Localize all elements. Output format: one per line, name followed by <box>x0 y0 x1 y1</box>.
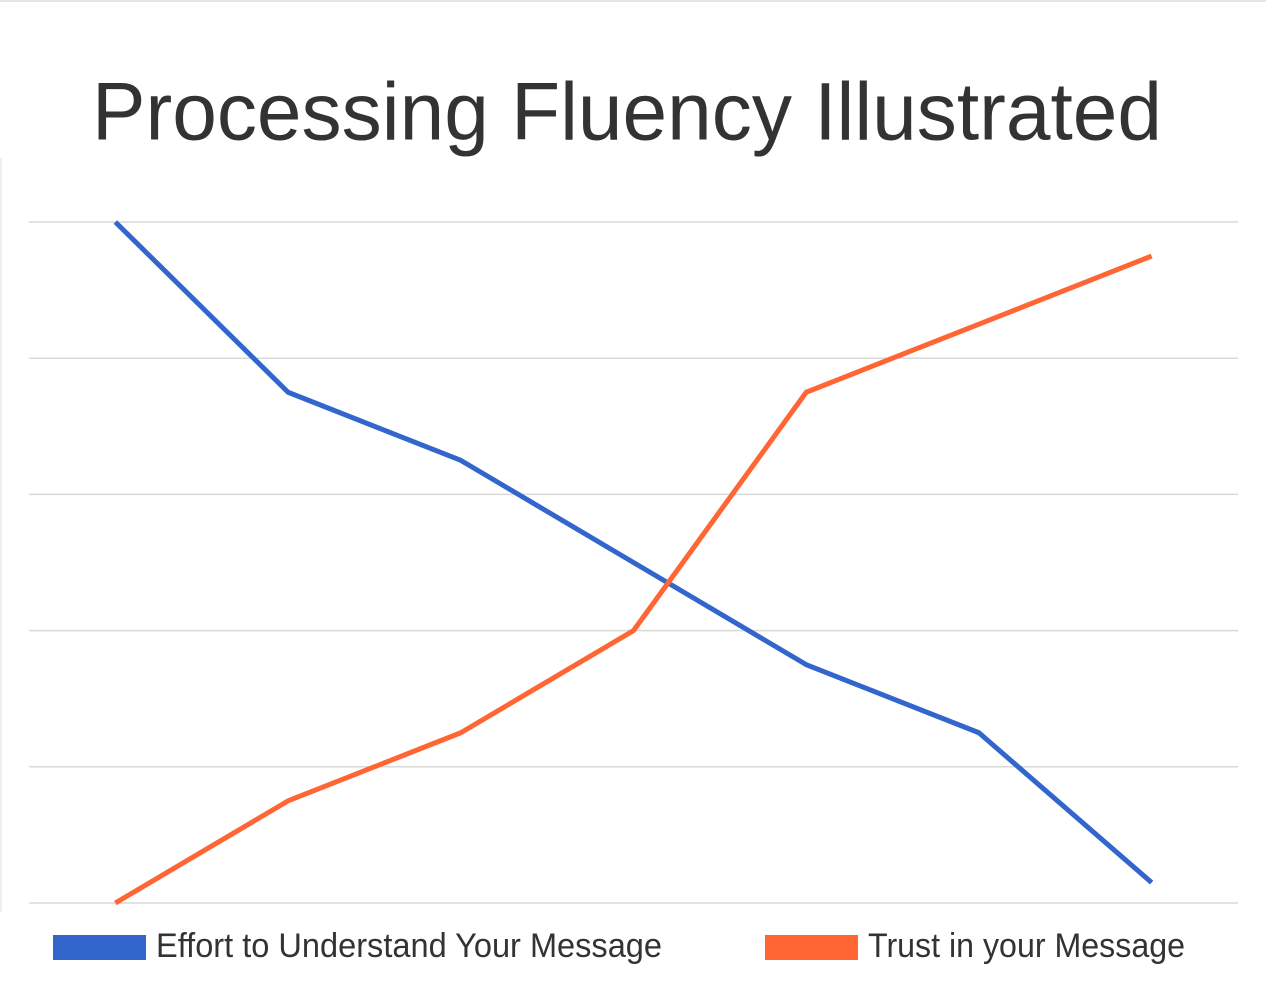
chart-title: Processing Fluency Illustrated <box>92 67 1162 158</box>
line-series <box>113 220 1154 885</box>
legend-swatch <box>53 935 146 960</box>
legend-swatch <box>765 935 858 960</box>
legend-label: Trust in your Message <box>868 927 1185 965</box>
legend-label: Effort to Understand Your Message <box>156 927 662 965</box>
line-series <box>114 253 1153 906</box>
